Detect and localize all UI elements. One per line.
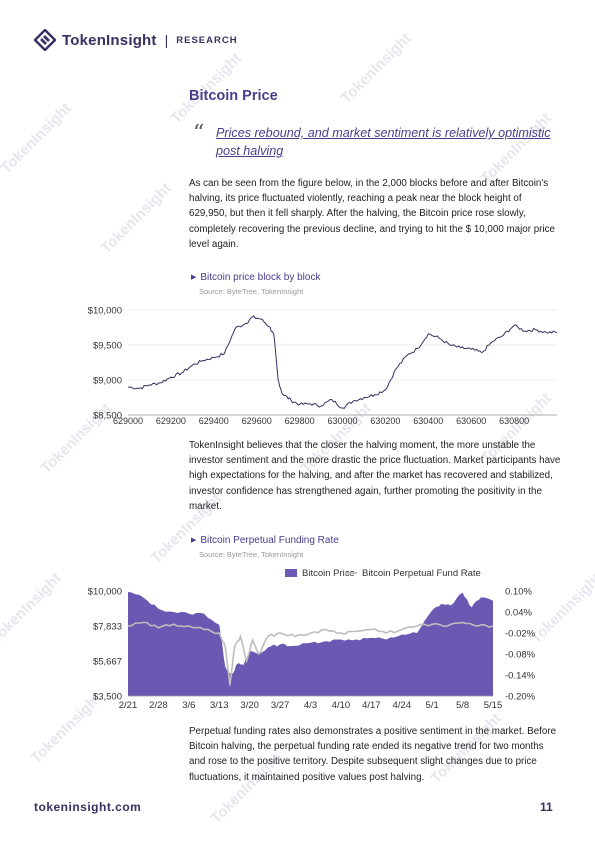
chart1-x-tick-label: 630000	[327, 416, 357, 426]
chart1-price-line	[127, 315, 558, 409]
chart2-x-tick-label: 5/8	[456, 700, 469, 711]
chart1-y-tick-label: $10,000	[88, 306, 122, 317]
chart2-legend-price-swatch	[285, 569, 297, 577]
chart2-y-right-tick-label: -0.20%	[505, 692, 536, 703]
chart1-y-tick-label: $9,500	[93, 341, 122, 352]
caret-right-icon: ▶	[191, 274, 197, 281]
header: TokenInsight | RESEARCH	[34, 28, 238, 52]
brand-name: TokenInsight	[62, 31, 157, 49]
chart1-source: Source: ByteTree, TokenInsight	[199, 287, 304, 296]
page-number: 11	[540, 800, 553, 814]
chart1-y-tick-label: $9,000	[93, 376, 122, 387]
chart2-legend-rate-label: Bitcoin Perpetual Fund Rate	[362, 568, 481, 579]
chart2-x-tick-label: 3/13	[210, 700, 229, 711]
chart2-x-tick-label: 5/1	[426, 700, 439, 711]
chart2-y-right-tick-label: -0.14%	[505, 671, 536, 682]
chart2-x-tick-label: 5/15	[484, 700, 503, 711]
chart2-x-tick-label: 2/21	[119, 700, 138, 711]
chart2-y-left-tick-label: $7,833	[93, 622, 122, 633]
chart1-y-tick-label: $8,500	[93, 411, 122, 422]
chart1-title-text: Bitcoin price block by block	[200, 272, 321, 283]
caret-right-icon: ▶	[191, 537, 197, 544]
chart2-x-tick-label: 4/17	[362, 700, 381, 711]
chart1-x-tick-label: 629200	[156, 416, 186, 426]
chart2-x-tick-label: 2/28	[149, 700, 168, 711]
chart1-x-tick-label: 630200	[370, 416, 400, 426]
chart1-x-tick-label: 629400	[199, 416, 229, 426]
chart1-x-tick-label: 629600	[242, 416, 272, 426]
chart2-funding-rate: Bitcoin Price Bitcoin Perpetual Fund Rate…	[88, 568, 536, 711]
watermark-text: TokenInsight	[337, 29, 415, 108]
chart2-x-tick-label: 3/20	[240, 700, 259, 711]
chart1-x-tick-label: 630400	[413, 416, 443, 426]
header-tag: RESEARCH	[176, 34, 238, 46]
chart2-y-right-tick-label: -0.02%	[505, 629, 536, 640]
chart1-x-tick-label: 629000	[113, 416, 143, 426]
watermark-text: TokenInsight	[0, 99, 75, 178]
chart2-y-left-tick-label: $10,000	[88, 587, 122, 598]
chart2-x-tick-label: 4/3	[304, 700, 317, 711]
paragraph-intro: As can be seen from the figure below, in…	[189, 178, 555, 250]
chart2-y-left-tick-label: $3,500	[93, 692, 122, 703]
section-title: Bitcoin Price	[189, 88, 278, 104]
chart2-x-tick-label: 4/24	[393, 700, 412, 711]
chart2-x-tick-label: 3/27	[271, 700, 290, 711]
chart2-y-right-tick-label: -0.08%	[505, 650, 536, 661]
chart2-y-right-tick-label: 0.10%	[505, 587, 532, 598]
chart1-x-tick-label: 630600	[456, 416, 486, 426]
chart2-price-area	[128, 591, 493, 696]
chart2-title: ▶ Bitcoin Perpetual Funding Rate	[191, 535, 339, 546]
chart2-legend-price-label: Bitcoin Price	[302, 568, 355, 579]
footer-url[interactable]: tokeninsight.com	[34, 800, 142, 814]
watermark-text: TokenInsight	[97, 179, 175, 258]
quote-mark-icon: “	[193, 121, 205, 146]
chart2-title-text: Bitcoin Perpetual Funding Rate	[200, 535, 339, 546]
chart2-x-tick-label: 4/10	[332, 700, 351, 711]
paragraph-funding: Perpetual funding rates also demonstrate…	[189, 726, 557, 783]
chart2-y-left-tick-label: $5,667	[93, 656, 122, 667]
chart2-source: Source: ByteTree, TokenInsight	[199, 550, 304, 559]
chart1-x-tick-label: 630800	[499, 416, 529, 426]
header-separator: |	[164, 32, 169, 48]
chart2-y-right-tick-label: 0.04%	[505, 608, 532, 619]
chart1-x-tick-label: 629800	[285, 416, 315, 426]
chart2-x-tick-label: 3/6	[182, 700, 195, 711]
paragraph-analysis: TokenInsight believes that the closer th…	[189, 440, 561, 512]
chart2-rate-line	[127, 621, 494, 686]
chart1-title: ▶ Bitcoin price block by block	[191, 272, 320, 283]
section-subtitle: Prices rebound, and market sentiment is …	[216, 126, 551, 158]
tokeninsight-logo-icon	[34, 29, 56, 51]
